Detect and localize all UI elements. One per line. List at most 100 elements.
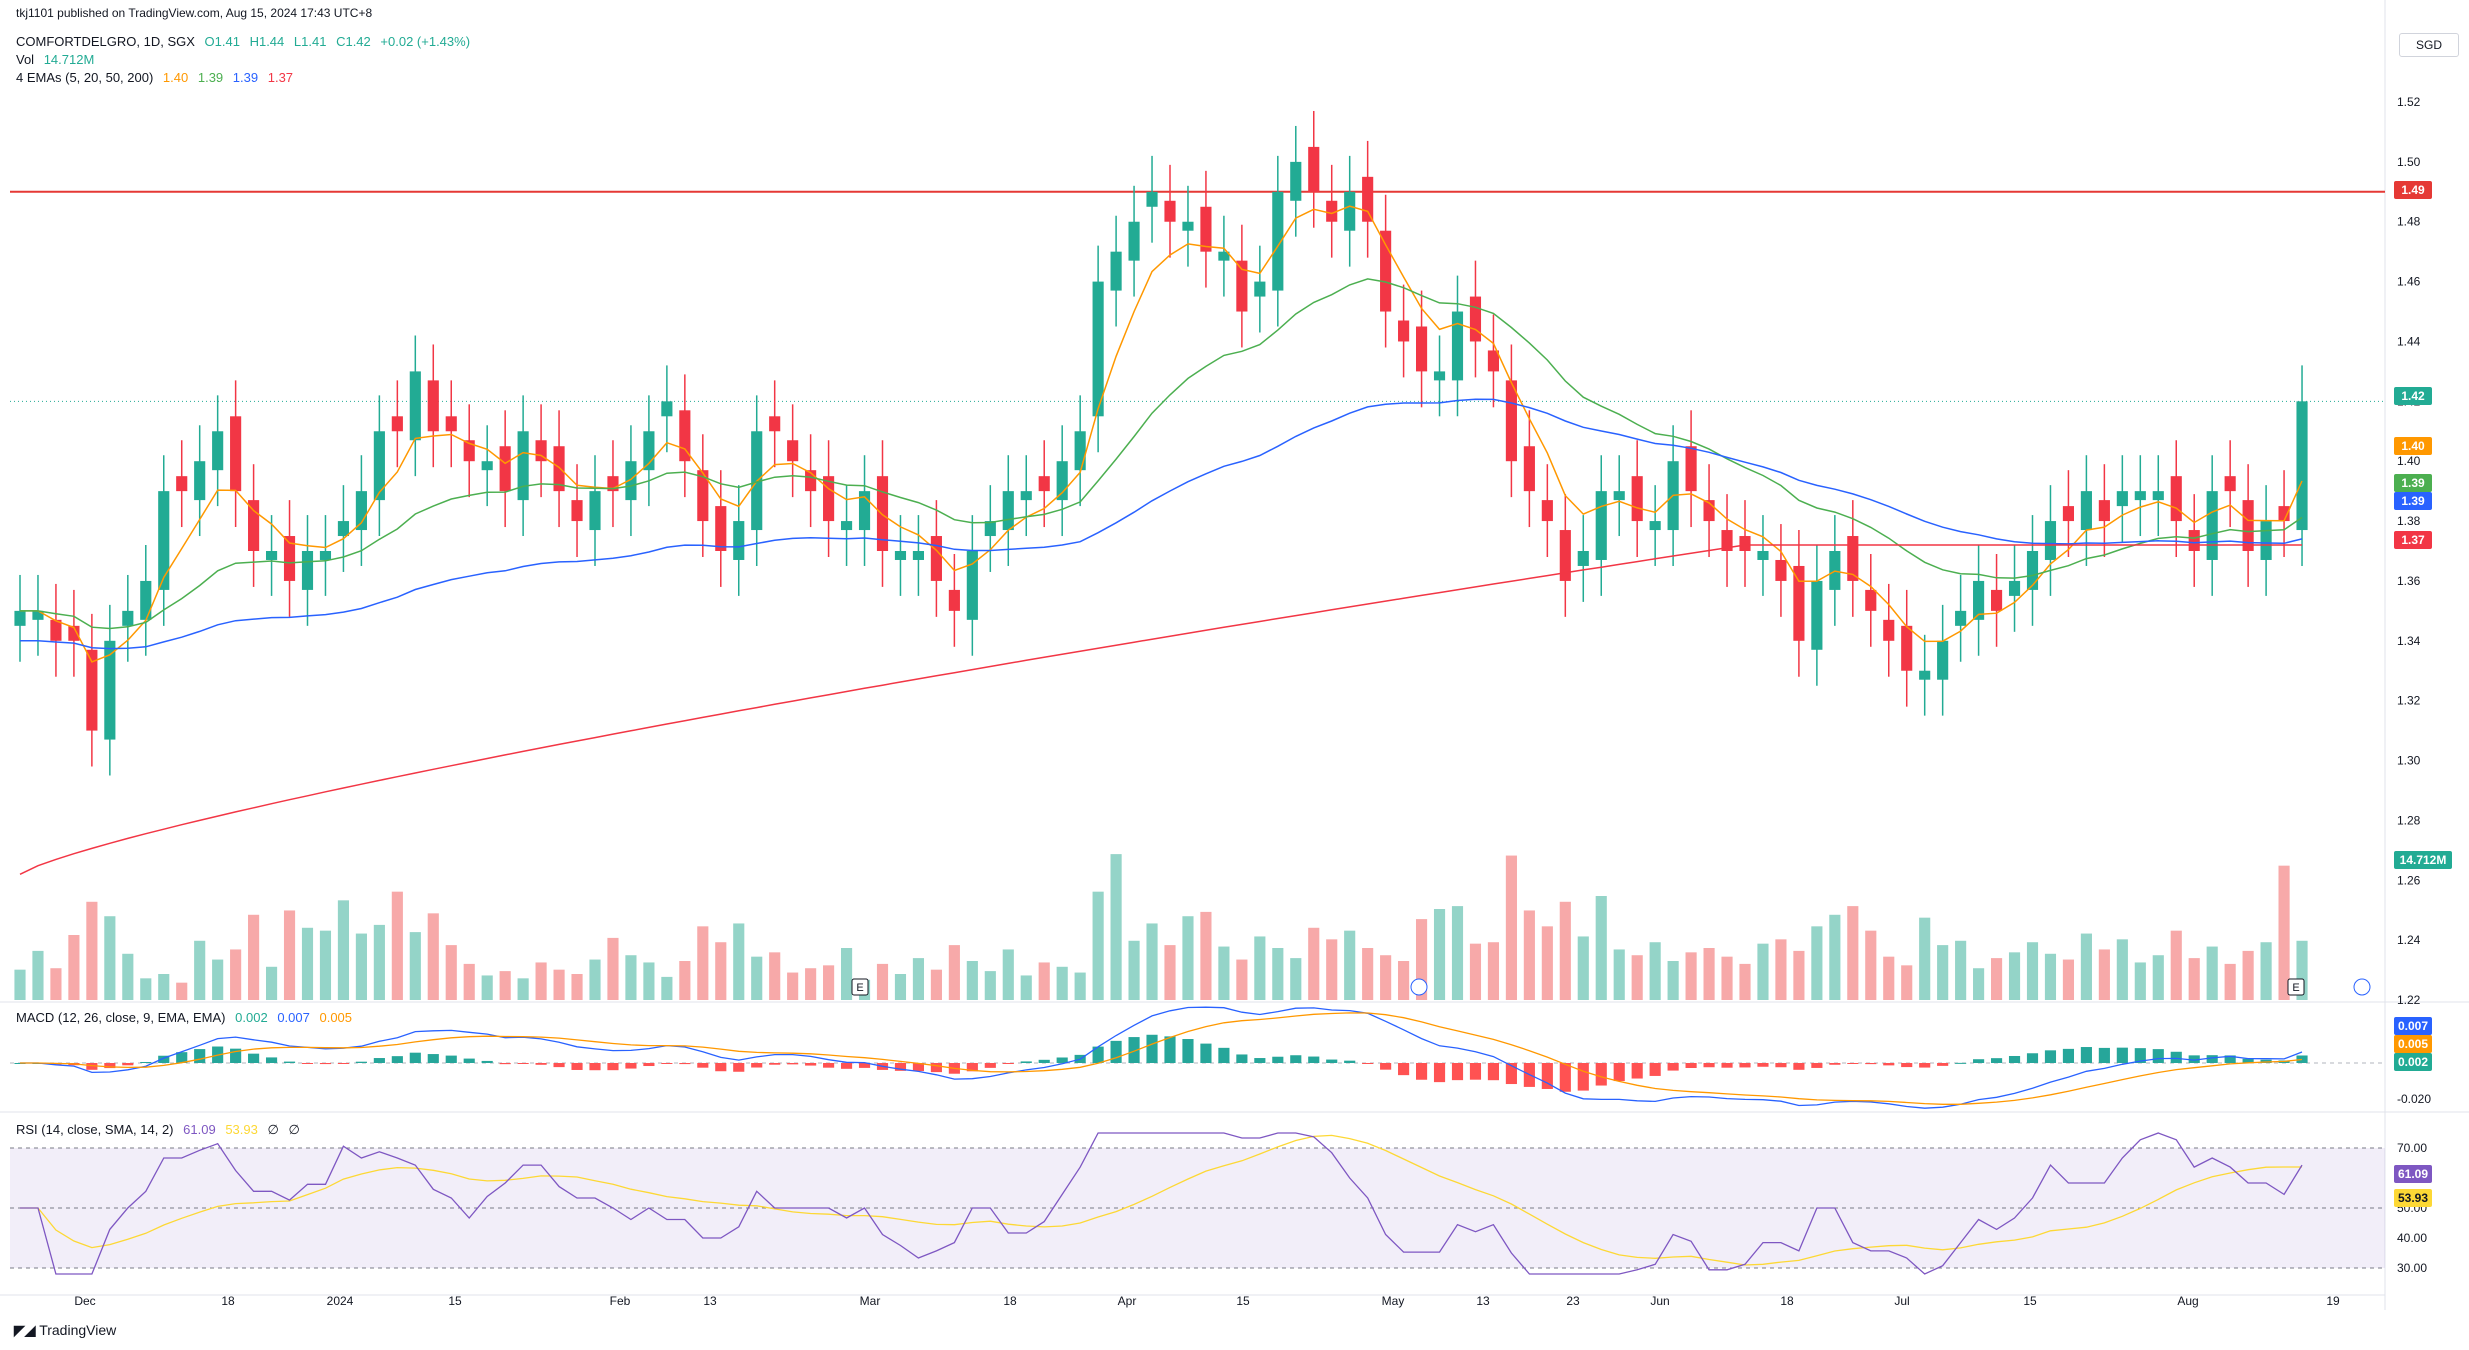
volume-bar — [337, 900, 350, 1000]
volume-bar — [373, 924, 385, 1000]
symbol-name: COMFORTDELGRO, 1D, SGX — [16, 34, 195, 49]
price-tick-label: 1.40 — [2397, 454, 2421, 468]
macd-histogram-bar — [2116, 1047, 2128, 1063]
volume-bar — [2062, 959, 2075, 1000]
macd-histogram-bar — [337, 1063, 350, 1064]
price-tick-label: 1.32 — [2397, 694, 2421, 708]
ohlc-high: H1.44 — [249, 34, 285, 49]
candle-body — [2206, 491, 2218, 560]
candle-body — [1775, 559, 1787, 581]
macd-histogram-bar — [283, 1061, 296, 1063]
volume-bar — [1901, 965, 1913, 1000]
candle-body — [1613, 491, 1625, 501]
candle-body — [2044, 521, 2057, 560]
candle-body — [553, 446, 565, 492]
macd-histogram-bar — [805, 1063, 817, 1066]
macd-histogram-bar — [679, 1063, 691, 1065]
volume-bar — [966, 961, 978, 1000]
volume-bar — [1739, 963, 1751, 1000]
macd-histogram-bar — [1739, 1063, 1751, 1068]
candle-body — [1380, 230, 1392, 312]
price-tick-label: 1.44 — [2397, 334, 2421, 348]
macd-histogram-bar — [1002, 1063, 1014, 1064]
macd-histogram-bar — [1595, 1063, 1607, 1086]
macd-histogram-bar — [1254, 1058, 1266, 1063]
volume-badge: 14.712M — [2394, 851, 2452, 869]
candle-body — [1433, 371, 1446, 381]
volume-bar — [2260, 942, 2272, 1000]
macd-histogram-bar — [535, 1063, 547, 1065]
volume-bar — [1703, 948, 1715, 1000]
volume-bar — [1829, 914, 1841, 1000]
candle-body — [1074, 431, 1086, 471]
volume-bar — [1254, 936, 1266, 1000]
candle-body — [1254, 281, 1266, 297]
volume-bar — [1577, 936, 1589, 1000]
volume-bar — [355, 933, 367, 1000]
candle-body — [1200, 206, 1212, 252]
macd-badge: 0.007 — [2394, 1017, 2432, 1035]
candle-body — [1541, 500, 1553, 522]
candle-body — [212, 431, 224, 471]
macd-histogram-bar — [1649, 1063, 1661, 1076]
candle-body — [140, 580, 152, 620]
candle-body — [858, 491, 871, 531]
candle-body — [1577, 551, 1589, 566]
candle-body — [930, 536, 942, 581]
volume-bar — [1128, 940, 1140, 1000]
volume-bar — [230, 949, 242, 1000]
macd-histogram-bar — [122, 1063, 134, 1066]
macd-signal-value: 0.005 — [319, 1010, 353, 1025]
macd-histogram-bar — [1685, 1063, 1697, 1068]
macd-histogram-bar — [1901, 1063, 1913, 1068]
rsi-sma-line — [20, 1134, 2302, 1266]
candle-body — [14, 610, 26, 626]
volume-bar — [1937, 945, 1949, 1000]
ema5-line — [20, 205, 2303, 663]
time-tick-label: Apr — [1118, 1294, 1137, 1308]
ohlc-low: L1.41 — [293, 34, 327, 49]
candle-body — [571, 500, 583, 522]
volume-bar — [1308, 927, 1320, 1000]
macd-histogram-bar — [1236, 1054, 1248, 1063]
volume-bar — [1721, 956, 1733, 1000]
macd-histogram-bar — [176, 1052, 188, 1063]
ema20-line — [20, 278, 2303, 630]
candle-body — [643, 431, 655, 471]
tradingview-logo[interactable]: ◤◢ TradingView — [14, 1322, 116, 1339]
candle-body — [158, 491, 170, 590]
volume-bar — [553, 969, 565, 1000]
price-tick-label: 1.46 — [2397, 275, 2421, 289]
volume-bar — [176, 982, 188, 1000]
candle-body — [1182, 221, 1194, 231]
candle-body — [391, 416, 403, 432]
volume-bar — [86, 901, 98, 1000]
macd-histogram-bar — [1811, 1063, 1823, 1068]
volume-bar — [1595, 896, 1607, 1000]
candle-body — [1865, 589, 1877, 611]
macd-histogram-bar — [2026, 1053, 2039, 1063]
volume-bar — [463, 963, 475, 1000]
time-tick-label: Aug — [2177, 1294, 2198, 1308]
volume-bar — [1362, 948, 1374, 1000]
macd-histogram-bar — [409, 1052, 421, 1063]
candle-body — [355, 491, 367, 531]
macd-histogram-bar — [1559, 1063, 1571, 1092]
ema5-value: 1.40 — [162, 70, 189, 85]
macd-histogram-bar — [158, 1055, 170, 1063]
candle-body — [912, 551, 925, 560]
macd-histogram-bar — [2224, 1055, 2236, 1063]
rsi-line — [20, 1132, 2303, 1275]
volume-bar — [876, 963, 889, 1000]
ema200-value: 1.37 — [267, 70, 294, 85]
time-tick-label: Feb — [610, 1294, 631, 1308]
macd-histogram-bar — [1721, 1063, 1733, 1068]
macd-signal-line — [20, 1012, 2303, 1105]
volume-bar — [1398, 961, 1410, 1000]
macd-histogram-bar — [1344, 1060, 1356, 1063]
currency-button[interactable]: SGD — [2399, 33, 2459, 57]
volume-bar — [122, 953, 134, 1000]
macd-histogram-bar — [589, 1063, 601, 1071]
volume-bar — [68, 935, 80, 1000]
